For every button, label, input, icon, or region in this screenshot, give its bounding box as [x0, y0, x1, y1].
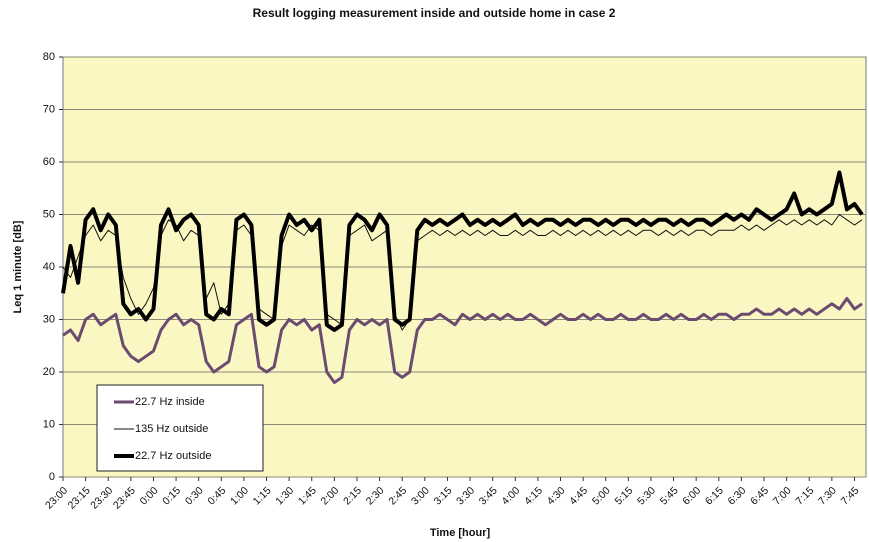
x-tick-label: 23:45 [111, 484, 138, 511]
x-tick-label: 1:15 [251, 484, 274, 507]
series-line [62, 214, 863, 331]
x-tick-label: 7:15 [793, 484, 816, 507]
series-line [62, 297, 863, 384]
x-tick-label: 1:00 [228, 484, 251, 507]
x-tick-label: 23:30 [88, 484, 115, 511]
x-tick-label: 2:15 [341, 484, 364, 507]
y-tick-label: 80 [43, 51, 55, 63]
x-tick-label: 6:00 [680, 484, 703, 507]
x-tick-label: 1:30 [273, 484, 296, 507]
x-tick-label: 23:15 [66, 484, 93, 511]
y-tick-label: 0 [49, 471, 55, 483]
x-tick-label: 23:00 [43, 484, 70, 511]
x-tick-label: 5:30 [635, 484, 658, 507]
y-tick-label: 10 [43, 418, 55, 430]
x-tick-label: 3:00 [409, 484, 432, 507]
x-axis-label: Time [hour] [430, 527, 491, 539]
x-tick-label: 6:15 [703, 484, 726, 507]
x-tick-label: 3:15 [432, 484, 455, 507]
x-tick-label: 0:30 [183, 484, 206, 507]
x-tick-label: 4:00 [499, 484, 522, 507]
y-tick-label: 60 [43, 156, 55, 168]
legend-label: 22.7 Hz inside [135, 396, 205, 408]
x-tick-label: 0:45 [205, 484, 228, 507]
y-axis-label: Leq 1 minute [dB] [12, 220, 24, 313]
chart-title: Result logging measurement inside and ou… [253, 6, 616, 20]
series-line [61, 170, 864, 332]
x-tick-label: 4:45 [567, 484, 590, 507]
x-tick-label: 5:15 [612, 484, 635, 507]
x-tick-label: 0:00 [138, 484, 161, 507]
x-tick-label: 4:30 [545, 484, 568, 507]
x-tick-label: 1:45 [296, 484, 319, 507]
x-tick-label: 7:30 [816, 484, 839, 507]
x-tick-label: 7:00 [771, 484, 794, 507]
x-tick-label: 7:45 [839, 484, 862, 507]
x-tick-label: 2:00 [319, 484, 342, 507]
x-tick-label: 6:45 [748, 484, 771, 507]
legend-label: 135 Hz outside [135, 423, 208, 435]
x-tick-label: 2:45 [386, 484, 409, 507]
y-tick-label: 50 [43, 208, 55, 220]
y-tick-label: 40 [43, 261, 55, 273]
x-tick-label: 5:00 [590, 484, 613, 507]
x-tick-label: 5:45 [658, 484, 681, 507]
y-tick-label: 70 [43, 103, 55, 115]
y-tick-label: 20 [43, 366, 55, 378]
x-tick-label: 0:15 [160, 484, 183, 507]
x-tick-label: 2:30 [364, 484, 387, 507]
legend-label: 22.7 Hz outside [135, 450, 211, 462]
x-tick-label: 4:15 [522, 484, 545, 507]
x-tick-label: 3:30 [454, 484, 477, 507]
x-tick-label: 6:30 [726, 484, 749, 507]
x-tick-label: 3:45 [477, 484, 500, 507]
y-tick-label: 30 [43, 313, 55, 325]
